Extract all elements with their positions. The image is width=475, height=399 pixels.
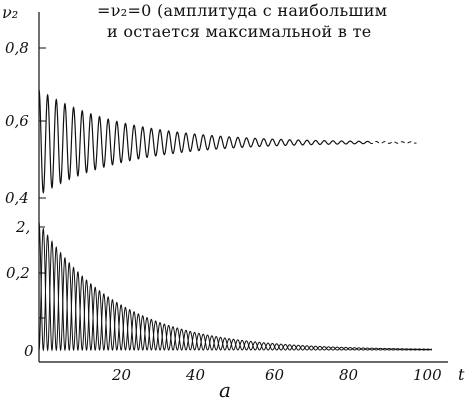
- x-axis-label: t: [458, 365, 465, 384]
- y-tick-label-0.6: 0,6: [5, 112, 29, 130]
- y-tick-label-0.8: 0,8: [5, 39, 29, 57]
- lower-oscillation-line-1: [38, 227, 433, 352]
- x-tick-label-60: 60: [265, 366, 285, 384]
- y-axis-label: ν₂: [2, 3, 18, 22]
- x-tick-label-80: 80: [339, 366, 359, 384]
- figure-caption: a: [219, 378, 231, 399]
- x-tick-label-40: 40: [185, 366, 206, 384]
- y-tick-label-0.2: 0,2: [6, 264, 30, 282]
- lower-oscillation-line-2: [38, 221, 433, 352]
- y-tick-label-0: 0: [24, 342, 34, 360]
- upper-oscillation-line: [38, 89, 370, 195]
- upper-oscillation-tail: [369, 140, 417, 145]
- header-line-2: и остается максимальной в те: [107, 22, 372, 41]
- x-tick-label-100: 100: [413, 366, 442, 384]
- x-tick-label-20: 20: [111, 366, 132, 384]
- header-line-1: =ν₂=0 (амплитуда с наибольшим: [97, 1, 387, 20]
- y-tick-label-lower-top: 2,: [15, 218, 30, 236]
- y-tick-label-0.4: 0,4: [5, 189, 29, 207]
